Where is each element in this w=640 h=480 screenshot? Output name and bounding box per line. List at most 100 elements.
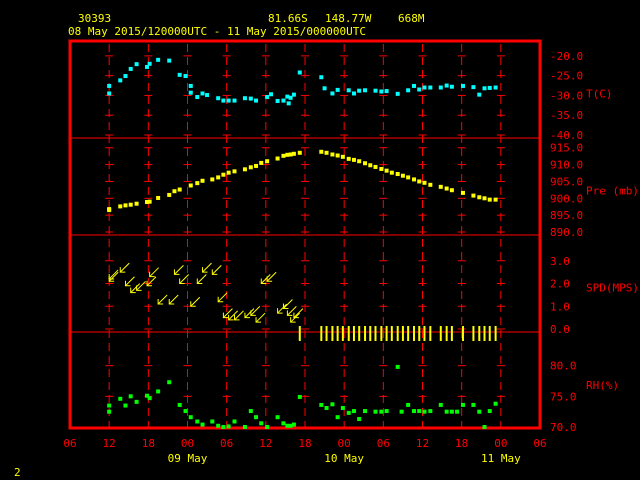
temperature-point	[188, 83, 193, 88]
pressure-point	[297, 150, 302, 155]
pressure-point	[107, 208, 112, 213]
humidity-point	[384, 409, 389, 414]
pressure-point	[400, 173, 405, 178]
y-tick-label: -30.0	[550, 89, 583, 102]
temperature-point	[297, 70, 302, 75]
temperature-point	[107, 91, 112, 96]
wind-arrow-head	[149, 271, 155, 278]
humidity-point	[254, 415, 259, 420]
wind-arrow-head	[290, 317, 296, 323]
wind-arrow-shaft	[250, 305, 261, 316]
wind-arrow	[108, 269, 119, 280]
x-tick-label: 00	[494, 437, 507, 450]
pressure-point	[449, 188, 454, 193]
pressure-point	[444, 186, 449, 191]
time-gridlines	[105, 44, 505, 428]
pressure-point	[335, 153, 340, 158]
pressure-point	[477, 195, 482, 200]
wind-arrow	[211, 265, 222, 275]
y-tick-label: -20.0	[550, 50, 583, 63]
wind-arrow-shaft	[217, 292, 228, 303]
temperature-point	[412, 83, 417, 88]
y-tick-label: -35.0	[550, 109, 583, 122]
y-tick-label: 3.0	[550, 255, 570, 268]
wind-arrow	[234, 310, 244, 321]
pressure-point	[324, 150, 329, 155]
humidity-point	[373, 409, 378, 414]
wind-arrow-head	[260, 278, 267, 284]
humidity-point	[417, 409, 422, 414]
temperature-point	[205, 93, 210, 98]
humidity-point	[395, 364, 400, 369]
temperature-point	[444, 83, 449, 88]
humidity-point	[177, 402, 182, 407]
temperature-point	[449, 84, 454, 89]
pressure-point	[363, 161, 368, 166]
humidity-point	[406, 402, 411, 407]
humidity-point	[156, 389, 161, 394]
humidity-point	[438, 402, 443, 407]
humidity-point	[195, 419, 200, 424]
humidity-point	[471, 402, 476, 407]
pressure-point	[379, 166, 384, 171]
wind-arrow-shaft	[179, 274, 190, 284]
humidity-point	[346, 410, 351, 415]
wind-arrow-head	[244, 312, 250, 319]
humidity-point	[221, 425, 226, 429]
pressure-point	[195, 181, 200, 186]
y-axes: -20.0 -25.0 -30.0 -35.0 -40.0 T(C) 915.0 910.0 9…	[550, 50, 639, 434]
temperature-point	[363, 88, 368, 93]
pressure-point	[281, 153, 286, 158]
temperature-point	[286, 101, 291, 106]
wind-arrow-shaft	[211, 265, 222, 275]
humidity-point	[242, 425, 247, 429]
humidity-point	[275, 415, 280, 420]
humidity-point	[188, 415, 193, 420]
pressure-point	[412, 177, 417, 182]
wind-arrow-head	[282, 303, 289, 310]
pressure-point	[395, 172, 400, 177]
wind-arrow	[136, 280, 146, 291]
humidity-point	[399, 409, 404, 414]
wind-arrow	[260, 274, 271, 284]
humidity-point	[107, 403, 112, 408]
wind-arrow	[202, 262, 212, 273]
wind-arrow-head	[255, 317, 262, 323]
temperature-point	[291, 92, 296, 97]
temperature-point	[438, 85, 443, 90]
x-tick-label: 18	[142, 437, 155, 450]
temperature-point	[177, 72, 182, 77]
humidity-point	[134, 399, 139, 404]
wind-arrow-head	[173, 269, 180, 275]
wind-arrow-shaft	[293, 308, 304, 318]
wind-arrow-shaft	[130, 283, 141, 293]
panel-label: Pre (mb)	[586, 185, 639, 198]
wind-arrow-head	[286, 310, 293, 316]
temperature-point	[417, 87, 422, 92]
temperature-point	[221, 98, 226, 103]
pressure-point	[357, 159, 362, 164]
pressure-point	[285, 152, 290, 157]
humidity-point	[412, 409, 417, 414]
temperature-point	[422, 85, 427, 90]
humidity-point	[226, 424, 231, 429]
wind-arrow-head	[136, 285, 142, 291]
station-elevation: 668M	[398, 12, 425, 25]
wind-arrow-shaft	[119, 262, 130, 273]
y-tick-label: 0.0	[550, 323, 570, 336]
pressure-point	[275, 156, 280, 161]
wind-arrow	[168, 294, 179, 305]
y-tick-label: -25.0	[550, 70, 583, 83]
wind-arrow-shaft	[223, 308, 233, 318]
temperature-point	[346, 88, 351, 93]
humidity-point	[210, 419, 215, 424]
humidity-point	[200, 422, 205, 427]
x-tick-label: 12	[259, 437, 272, 450]
pressure-point	[265, 159, 270, 164]
humidity-point	[487, 409, 492, 414]
wind-arrow	[255, 312, 266, 323]
wind-arrow	[146, 276, 157, 287]
wind-arrow-shaft	[174, 265, 184, 275]
temperature-point	[351, 91, 356, 96]
pressure-point	[156, 195, 161, 200]
